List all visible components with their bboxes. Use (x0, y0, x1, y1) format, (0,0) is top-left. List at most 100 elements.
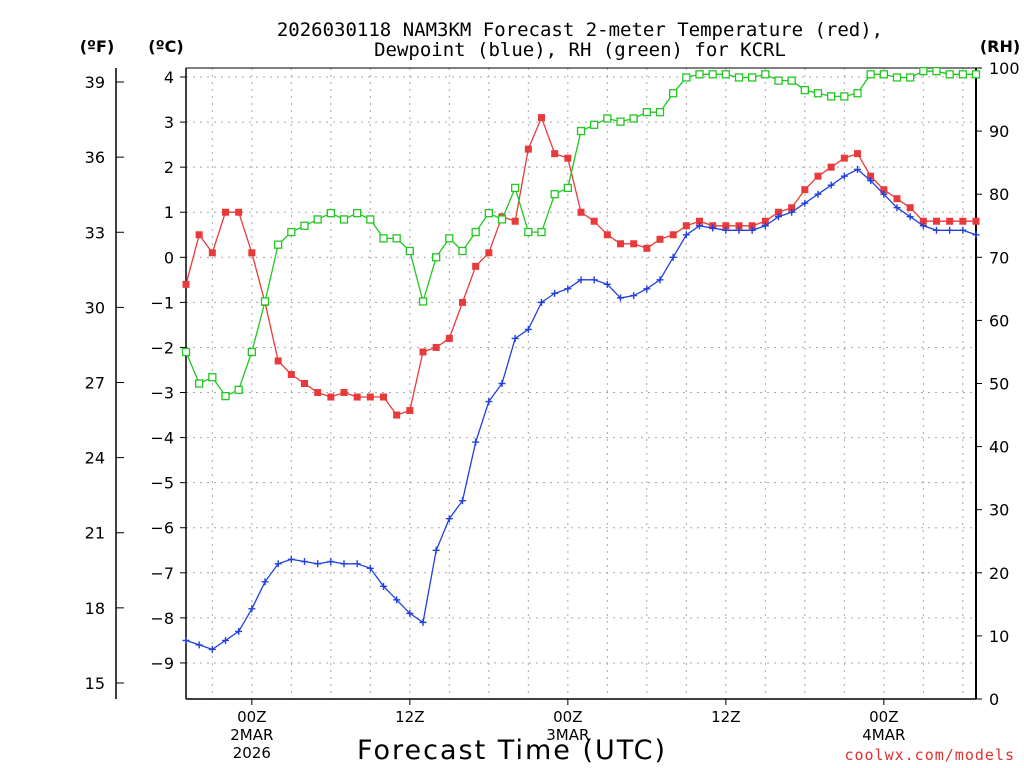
temperature-point (472, 262, 480, 270)
dewpoint-point (814, 190, 822, 198)
rh-point (840, 92, 849, 101)
series-dewpoint (182, 165, 980, 653)
celsius-tick-label: −6 (150, 519, 174, 538)
dewpoint-point (669, 253, 677, 261)
temperature-point (208, 249, 216, 257)
x-tick-date-label: 4MAR (862, 726, 905, 744)
dewpoint-point (696, 222, 703, 230)
celsius-tick-label: 3 (164, 113, 174, 132)
rh-point (445, 234, 454, 243)
fahrenheit-tick-label: 18 (85, 599, 105, 618)
temperature-point (959, 217, 967, 225)
celsius-tick-label: −7 (150, 564, 174, 583)
dewpoint-point (933, 226, 940, 234)
rh-point (379, 234, 388, 243)
dewpoint-point (380, 582, 387, 590)
rh-tick-label: 30 (989, 501, 1009, 520)
dewpoint-point (656, 276, 664, 284)
dewpoint-point (709, 224, 717, 232)
temperature-point (564, 154, 572, 162)
rh-tick-label: 20 (989, 564, 1009, 583)
dewpoint-point (353, 560, 361, 568)
rh-point (563, 183, 572, 193)
rh-point (313, 215, 322, 224)
dewpoint-point (946, 226, 954, 234)
fahrenheit-tick-label: 24 (85, 449, 105, 468)
temperature-point (919, 217, 927, 225)
dewpoint-point (735, 226, 743, 234)
chart-title-line-1: 2026030118 NAM3KM Forecast 2-meter Tempe… (277, 19, 883, 41)
x-tick-label: 00Z (553, 708, 582, 726)
x-tick-date-label: 3MAR (546, 726, 589, 744)
rh-point (247, 347, 256, 357)
dewpoint-point (748, 226, 756, 234)
dewpoint-point (590, 276, 598, 284)
temperature-point (287, 370, 295, 378)
dewpoint-point (222, 636, 229, 644)
dewpoint-point (880, 190, 888, 198)
dewpoint-point (538, 298, 545, 306)
dewpoint-point (314, 560, 322, 568)
rh-point (748, 73, 757, 82)
rh-point (576, 126, 586, 136)
gridlines (186, 68, 976, 699)
rh-point (353, 208, 362, 218)
rh-point (511, 183, 520, 193)
temperature-point (301, 380, 308, 387)
celsius-tick-label: −1 (150, 293, 174, 312)
dewpoint-point (972, 231, 980, 239)
temperature-point (946, 217, 954, 225)
temperature-point (590, 217, 598, 225)
temperature-point (551, 150, 559, 158)
rh-tick-label: 50 (989, 375, 1009, 394)
dewpoint-point (208, 645, 216, 653)
temperature-point (314, 389, 322, 397)
dewpoint-point (445, 515, 453, 523)
x-tick-label: 00Z (869, 708, 898, 726)
dewpoint-point (577, 276, 585, 284)
rh-point (603, 114, 612, 123)
temperature-point (445, 334, 453, 342)
fahrenheit-tick-label: 39 (85, 73, 105, 92)
rh-point (260, 297, 270, 306)
temperature-point (511, 217, 519, 225)
rh-point (616, 117, 625, 126)
rh-point (221, 391, 230, 401)
dewpoint-point (274, 560, 282, 568)
rh-point (853, 89, 862, 98)
fahrenheit-tick-label: 36 (85, 148, 105, 167)
rh-point (234, 385, 243, 394)
temperature-point (788, 204, 796, 212)
credit-text: coolwx.com/models (844, 746, 1015, 764)
rh-point (287, 227, 296, 237)
temperature-point (419, 348, 427, 356)
temperature-point (380, 393, 387, 401)
dewpoint-point (840, 172, 848, 180)
dewpoint-point (419, 618, 427, 626)
rh-point (669, 89, 678, 98)
dewpoint-point (682, 231, 690, 239)
temperature-point (340, 389, 348, 397)
temperature-point (682, 222, 690, 230)
temperature-point (406, 407, 414, 415)
data-series (181, 67, 981, 653)
temperature-point (867, 172, 875, 180)
temperature-point (722, 222, 730, 230)
rh-point (655, 108, 665, 117)
celsius-tick-label: −3 (150, 384, 174, 403)
temperature-point (630, 240, 638, 248)
dewpoint-point (919, 222, 927, 230)
dewpoint-point (406, 609, 414, 617)
dewpoint-point (788, 208, 796, 216)
rh-tick-label: 40 (989, 438, 1009, 457)
dewpoint-point (287, 555, 295, 563)
temperature-point (274, 357, 282, 365)
rh-point (932, 67, 941, 76)
fahrenheit-tick-label: 21 (85, 524, 105, 543)
temperature-point (538, 114, 545, 122)
temperature-point (748, 222, 756, 230)
temperature-point (735, 222, 743, 230)
rh-point (471, 227, 480, 237)
rh-point (181, 347, 191, 357)
